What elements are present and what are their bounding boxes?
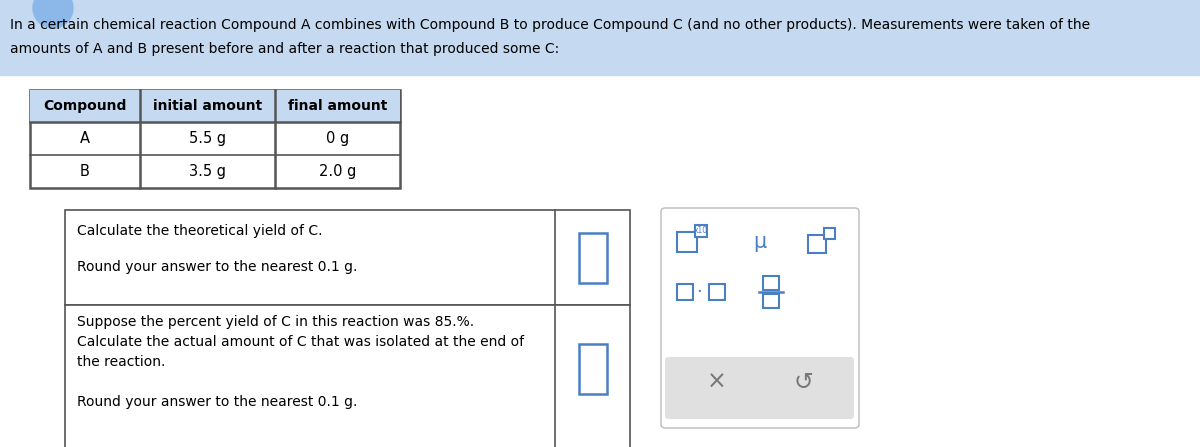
Bar	[763, 294, 779, 308]
Bar	[0, 0, 1200, 75]
Text: Suppose the percent yield of C in this reaction was 85.%.: Suppose the percent yield of C in this r…	[77, 315, 474, 329]
Bar	[65, 305, 630, 447]
Bar	[578, 344, 606, 394]
Bar	[695, 225, 707, 237]
Bar	[763, 276, 779, 290]
Bar	[677, 232, 697, 252]
Text: Calculate the actual amount of C that was isolated at the end of: Calculate the actual amount of C that wa…	[77, 335, 524, 349]
Text: ↺: ↺	[793, 370, 812, 394]
Bar	[709, 284, 725, 300]
Text: 0 g: 0 g	[326, 131, 349, 146]
Circle shape	[34, 0, 73, 28]
Text: amounts of A and B present before and after a reaction that produced some C:: amounts of A and B present before and af…	[10, 42, 559, 56]
Bar	[808, 235, 826, 253]
Text: ·: ·	[696, 283, 702, 301]
Text: the reaction.: the reaction.	[77, 355, 166, 369]
Bar	[824, 228, 835, 239]
Text: μ: μ	[754, 232, 767, 252]
Text: 5.5 g: 5.5 g	[188, 131, 226, 146]
Text: A: A	[80, 131, 90, 146]
Text: Calculate the theoretical yield of C.: Calculate the theoretical yield of C.	[77, 224, 323, 238]
Text: In a certain chemical reaction Compound A combines with Compound B to produce Co: In a certain chemical reaction Compound …	[10, 18, 1090, 32]
Text: x10: x10	[694, 226, 708, 235]
Bar	[65, 210, 630, 305]
Text: Compound: Compound	[43, 99, 127, 113]
Text: ×: ×	[707, 370, 727, 394]
FancyBboxPatch shape	[665, 357, 854, 419]
Text: 2.0 g: 2.0 g	[319, 164, 356, 179]
Bar	[578, 232, 606, 283]
Bar	[30, 90, 400, 188]
Text: Round your answer to the nearest 0.1 g.: Round your answer to the nearest 0.1 g.	[77, 260, 358, 274]
Text: Round your answer to the nearest 0.1 g.: Round your answer to the nearest 0.1 g.	[77, 395, 358, 409]
FancyBboxPatch shape	[661, 208, 859, 428]
Bar	[30, 90, 400, 122]
Text: initial amount: initial amount	[152, 99, 262, 113]
Text: B: B	[80, 164, 90, 179]
Text: final amount: final amount	[288, 99, 388, 113]
Text: 3.5 g: 3.5 g	[190, 164, 226, 179]
Bar	[668, 360, 851, 416]
Bar	[677, 284, 694, 300]
